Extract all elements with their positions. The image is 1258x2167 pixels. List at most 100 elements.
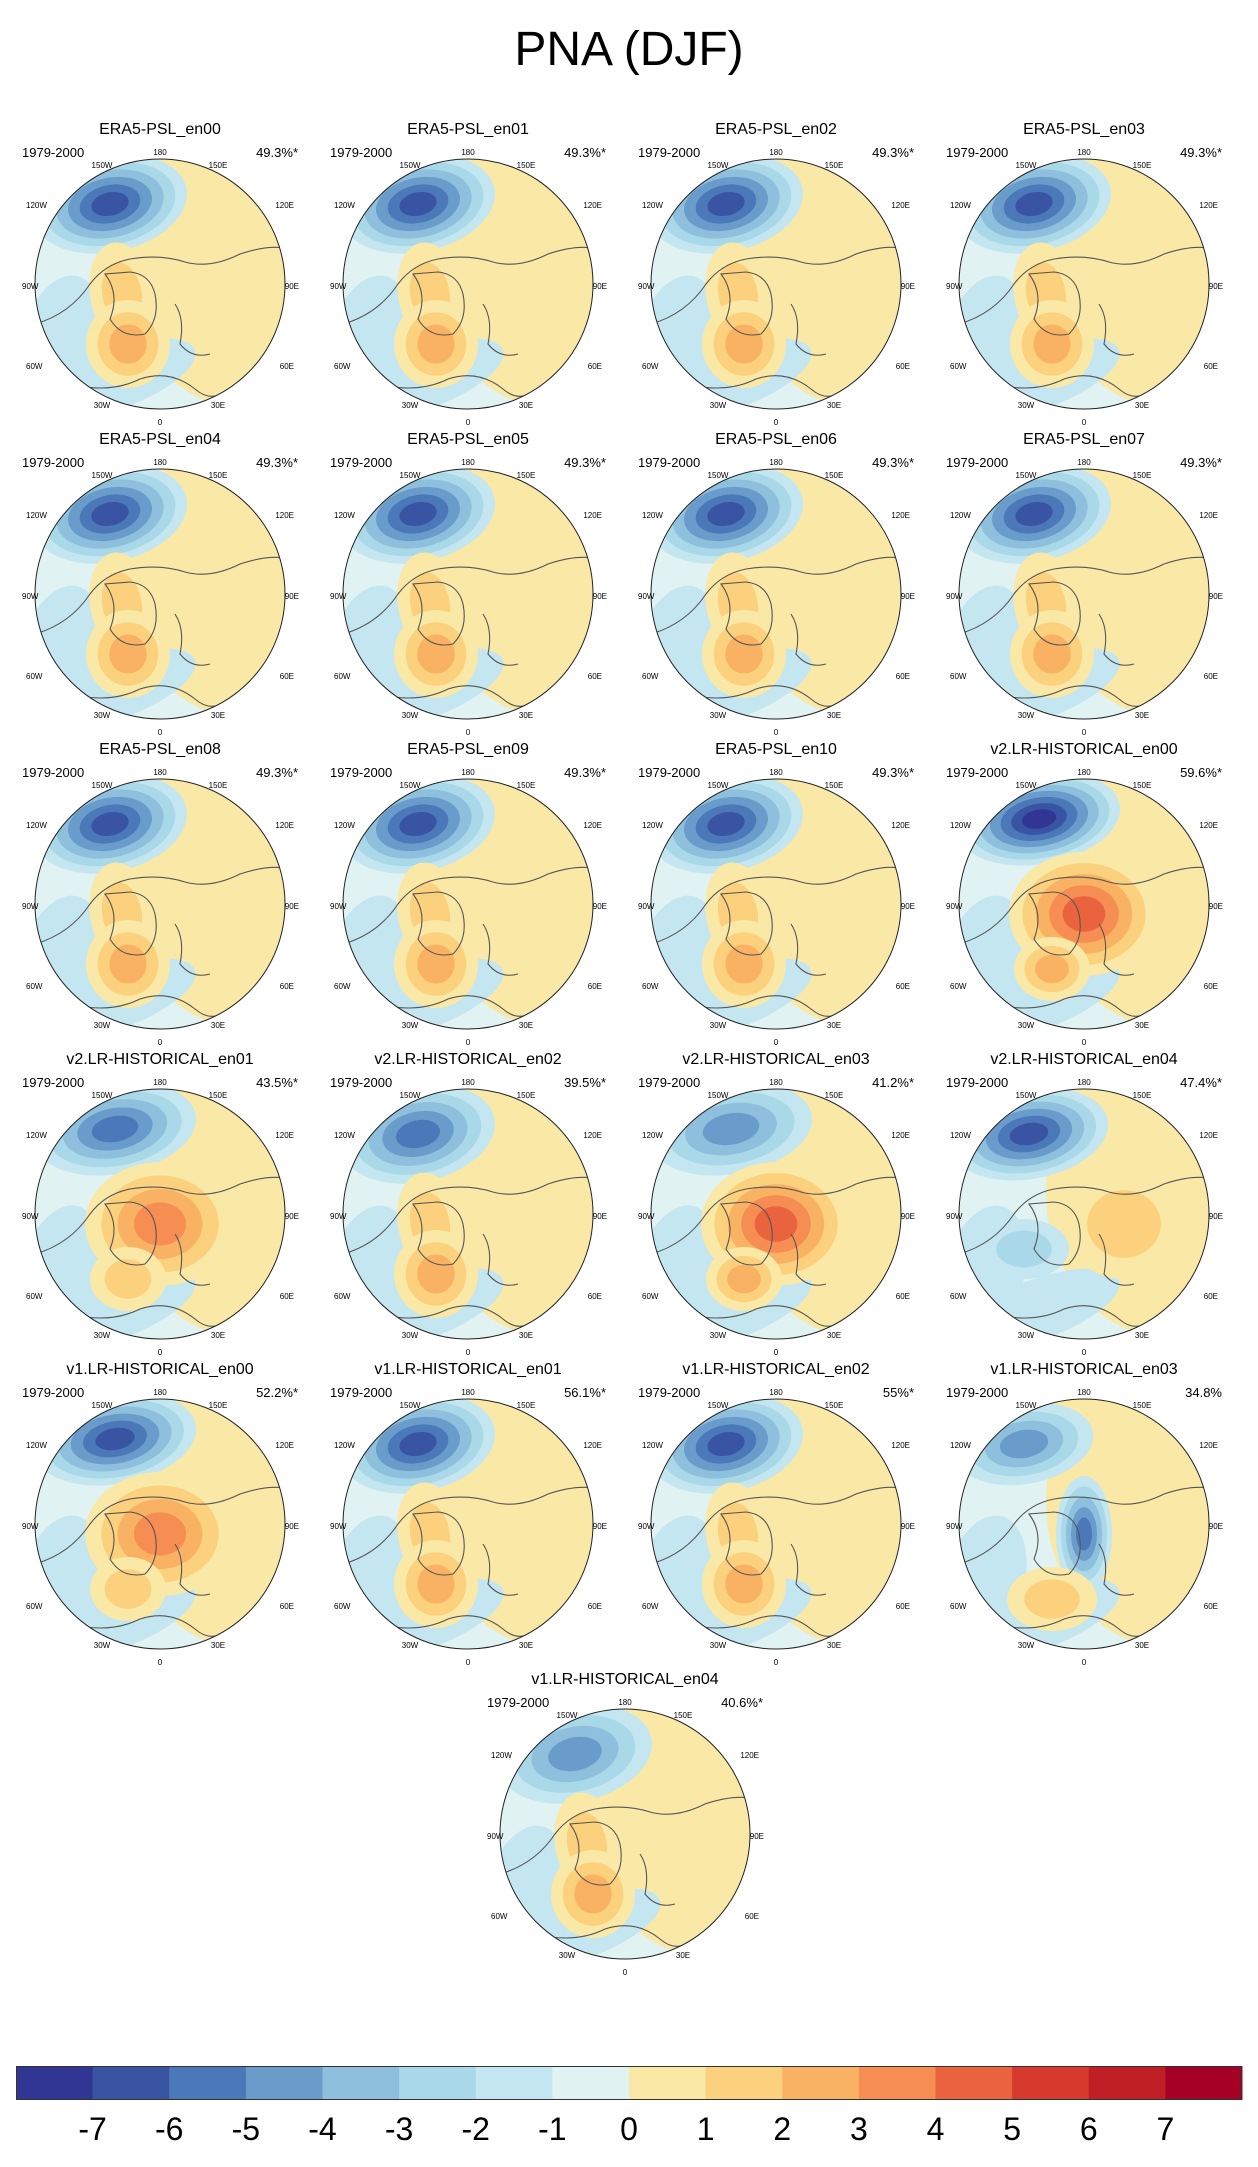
longitude-label: 90E xyxy=(901,282,915,291)
panel-variance: 49.3%* xyxy=(564,145,606,160)
longitude-label: 120W xyxy=(26,1441,47,1450)
longitude-label: 150W xyxy=(708,1091,729,1100)
map-panel: ERA5-PSL_en10 1979-2000 49.3%* 180 150W 150E 1… xyxy=(626,740,926,1050)
colorbar-tick-label: -2 xyxy=(461,2111,490,2147)
positive-lobe xyxy=(109,944,147,984)
longitude-label: 60E xyxy=(896,672,910,681)
longitude-label: 60W xyxy=(950,1602,967,1611)
panel-period: 1979-2000 xyxy=(638,1075,701,1090)
aleutian-low xyxy=(999,1429,1049,1459)
longitude-label: 60E xyxy=(896,362,910,371)
aleutian-low xyxy=(707,501,745,527)
longitude-label: 0 xyxy=(774,728,779,737)
polar-map: 180 150W 150E 120W 120E 90W 90E 60W 60E 30W 30E 0 xyxy=(946,1078,1223,1357)
map-border xyxy=(958,468,1210,720)
aleutian-low xyxy=(1009,1122,1049,1146)
longitude-label: 150E xyxy=(209,1401,228,1410)
longitude-label: 120E xyxy=(275,201,294,210)
longitude-label: 150W xyxy=(1016,1401,1037,1410)
longitude-label: 180 xyxy=(1077,1388,1091,1397)
longitude-label: 150E xyxy=(1133,471,1152,480)
panel-variance: 39.5%* xyxy=(564,1075,606,1090)
colorbar-segment xyxy=(1165,2066,1243,2100)
aleutian-low xyxy=(95,1427,135,1451)
longitude-label: 60W xyxy=(334,1292,351,1301)
coastlines xyxy=(343,866,593,1017)
positive-lobe xyxy=(417,1564,455,1604)
panel-title: ERA5-PSL_en09 xyxy=(407,741,529,758)
map-panel: v1.LR-HISTORICAL_en04 1979-2000 40.6%* 180 1… xyxy=(475,1670,775,1980)
aleutian-low xyxy=(707,191,745,217)
panel-variance: 43.5%* xyxy=(256,1075,298,1090)
pattern-field xyxy=(35,159,285,409)
longitude-label: 30W xyxy=(1018,1021,1035,1030)
longitude-label: 180 xyxy=(1077,1078,1091,1087)
longitude-label: 180 xyxy=(153,768,167,777)
longitude-label: 30W xyxy=(1018,1641,1035,1650)
longitude-label: 60W xyxy=(642,1602,659,1611)
longitude-label: 150W xyxy=(92,781,113,790)
panel-variance: 49.3%* xyxy=(872,145,914,160)
coastlines xyxy=(651,556,901,707)
map-border xyxy=(34,778,286,1030)
longitude-label: 30E xyxy=(1135,401,1149,410)
map-panel: ERA5-PSL_en04 1979-2000 49.3%* 180 150W 150E 1… xyxy=(10,430,310,740)
longitude-label: 60E xyxy=(745,1912,759,1921)
longitude-label: 60E xyxy=(588,982,602,991)
longitude-label: 0 xyxy=(158,418,163,427)
longitude-label: 150W xyxy=(400,1091,421,1100)
longitude-label: 60E xyxy=(1204,1292,1218,1301)
coastlines xyxy=(651,1176,901,1327)
panel-variance: 34.8% xyxy=(1185,1385,1222,1400)
longitude-label: 180 xyxy=(461,768,475,777)
longitude-label: 60E xyxy=(896,1602,910,1611)
polar-map: 180 150W 150E 120W 120E 90W 90E 60W 60E 30W 30E 0 xyxy=(330,1388,607,1667)
panel-title: v1.LR-HISTORICAL_en04 xyxy=(531,1671,719,1688)
pattern-field xyxy=(959,469,1209,719)
longitude-label: 30W xyxy=(710,1021,727,1030)
panel-variance: 59.6%* xyxy=(1180,765,1222,780)
longitude-label: 120W xyxy=(642,821,663,830)
longitude-label: 60W xyxy=(334,672,351,681)
pattern-field xyxy=(651,1089,901,1339)
polar-map: 180 150W 150E 120W 120E 90W 90E 60W 60E 30W 30E 0 xyxy=(22,1388,299,1667)
map-border xyxy=(342,468,594,720)
polar-map: 180 150W 150E 120W 120E 90W 90E 60W 60E 30W 30E 0 xyxy=(638,148,915,427)
aleutian-low xyxy=(1021,809,1057,829)
longitude-label: 90E xyxy=(285,1212,299,1221)
longitude-label: 180 xyxy=(153,458,167,467)
colorbar-segment xyxy=(935,2066,1013,2100)
panel-variance: 49.3%* xyxy=(256,765,298,780)
longitude-label: 0 xyxy=(1082,728,1087,737)
positive-lobe xyxy=(725,944,763,984)
map-border xyxy=(342,778,594,1030)
longitude-label: 120W xyxy=(26,821,47,830)
positive-lobe xyxy=(725,1564,763,1604)
panel-title: ERA5-PSL_en05 xyxy=(407,431,529,448)
panel-period: 1979-2000 xyxy=(22,145,85,160)
polar-map: 180 150W 150E 120W 120E 90W 90E 60W 60E 30W 30E 0 xyxy=(946,1388,1223,1667)
pattern-field xyxy=(35,1089,285,1339)
longitude-label: 90E xyxy=(285,1522,299,1531)
panel-title: ERA5-PSL_en08 xyxy=(99,741,221,758)
longitude-label: 90W xyxy=(487,1832,504,1841)
polar-map: 180 150W 150E 120W 120E 90W 90E 60W 60E 30W 30E 0 xyxy=(22,1078,299,1357)
panel-variance: 41.2%* xyxy=(872,1075,914,1090)
panel-variance: 49.3%* xyxy=(564,765,606,780)
positive-lobe xyxy=(574,1874,612,1914)
map-panel: v2.LR-HISTORICAL_en04 1979-2000 47.4%* 180 1… xyxy=(934,1050,1234,1360)
coastlines xyxy=(651,246,901,397)
pattern-field xyxy=(651,469,901,719)
longitude-label: 120E xyxy=(740,1751,759,1760)
colorbar-tick-label: 3 xyxy=(849,2111,868,2147)
longitude-label: 30W xyxy=(1018,711,1035,720)
longitude-label: 90E xyxy=(593,1522,607,1531)
coastlines xyxy=(35,1486,285,1637)
polar-map: 180 150W 150E 120W 120E 90W 90E 60W 60E 30W 30E 0 xyxy=(330,148,607,427)
aleutian-low xyxy=(399,191,437,217)
coastlines xyxy=(343,1486,593,1637)
longitude-label: 60E xyxy=(896,982,910,991)
negative-lobe xyxy=(996,1230,1052,1268)
positive-lobe xyxy=(1062,896,1106,932)
map-panel: v2.LR-HISTORICAL_en02 1979-2000 39.5%* 180 1… xyxy=(318,1050,618,1360)
